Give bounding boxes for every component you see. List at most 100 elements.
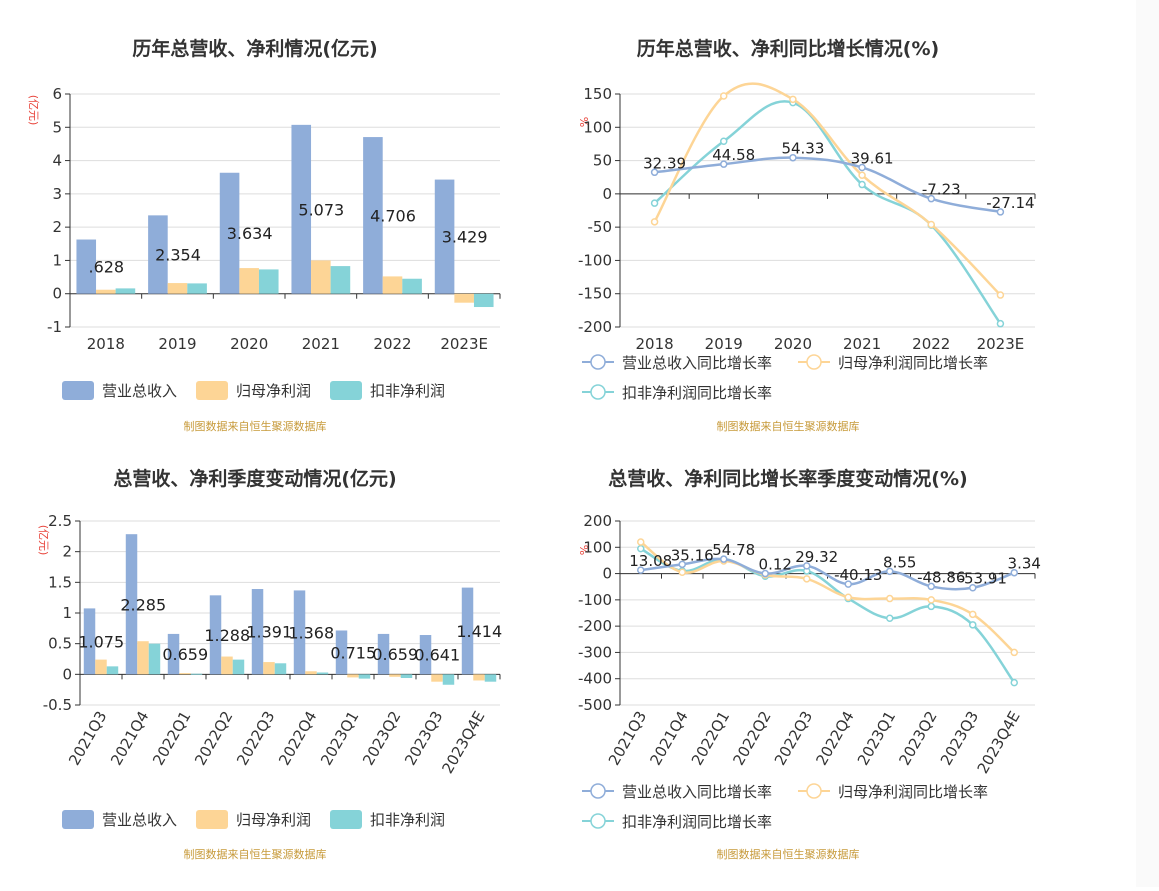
annual-line-point[interactable] xyxy=(996,319,1005,328)
annual-line-point[interactable] xyxy=(858,163,866,172)
quarter-bar-bar-parent-profit[interactable] xyxy=(263,662,275,675)
quarter-line-point[interactable] xyxy=(969,610,977,619)
quarter-line-point[interactable] xyxy=(886,567,894,576)
annual-bar-bar-deducted-profit[interactable] xyxy=(473,293,494,308)
quarter-bar-legend-label[interactable]: 归母净利润 xyxy=(236,811,311,829)
annual-line-point[interactable] xyxy=(927,194,935,203)
annual-line-point[interactable] xyxy=(720,160,728,168)
quarter-bar-bar-parent-profit[interactable] xyxy=(389,674,401,677)
annual-bar-bar-revenue[interactable] xyxy=(148,215,168,294)
quarter-line-legend-label[interactable]: 扣非净利润同比增长率 xyxy=(622,813,772,831)
quarter-line-legend-marker[interactable] xyxy=(590,813,606,829)
quarter-line-point[interactable] xyxy=(1010,568,1018,577)
quarter-bar-legend-swatch[interactable] xyxy=(62,810,94,829)
annual-line-point[interactable] xyxy=(858,180,866,189)
annual-line-point[interactable] xyxy=(650,218,659,226)
quarter-line-point[interactable] xyxy=(678,568,686,577)
quarter-bar-bar-deducted-profit[interactable] xyxy=(358,674,371,679)
annual-bar-legend-label[interactable]: 扣非净利润 xyxy=(370,382,445,400)
annual-line-point[interactable] xyxy=(996,291,1005,299)
annual-line-legend-label[interactable]: 扣非净利润同比增长率 xyxy=(622,384,772,402)
annual-bar-bar-revenue[interactable] xyxy=(363,137,383,294)
annual-bar-bar-revenue[interactable] xyxy=(291,124,312,294)
quarter-bar-legend-swatch[interactable] xyxy=(196,810,228,829)
quarter-line-point[interactable] xyxy=(886,614,894,623)
quarter-bar-bar-deducted-profit[interactable] xyxy=(106,666,119,675)
quarter-bar-bar-revenue[interactable] xyxy=(461,587,474,675)
quarter-line-point[interactable] xyxy=(844,580,852,588)
annual-bar-bar-revenue[interactable] xyxy=(434,179,455,294)
quarter-bar-bar-deducted-profit[interactable] xyxy=(400,674,413,679)
annual-bar-bar-revenue[interactable] xyxy=(219,172,240,294)
annual-line-legend-marker[interactable] xyxy=(806,354,822,370)
quarter-line-point[interactable] xyxy=(927,582,935,591)
quarter-line-line-parent-profit[interactable] xyxy=(639,541,1016,654)
quarter-bar-bar-revenue[interactable] xyxy=(125,534,138,675)
quarter-line-point[interactable] xyxy=(637,566,645,574)
annual-bar-bar-deducted-profit[interactable] xyxy=(115,288,136,294)
annual-line-point[interactable] xyxy=(720,137,728,146)
quarter-line-point[interactable] xyxy=(678,560,686,569)
annual-bar-bar-parent-profit[interactable] xyxy=(311,260,331,294)
annual-line-point[interactable] xyxy=(650,199,659,207)
quarter-bar-bar-parent-profit[interactable] xyxy=(221,656,233,675)
quarter-line-point[interactable] xyxy=(844,593,852,601)
quarter-bar-legend-label[interactable]: 营业总收入 xyxy=(102,811,177,829)
annual-bar-bar-deducted-profit[interactable] xyxy=(187,283,207,294)
quarter-bar-bar-parent-profit[interactable] xyxy=(347,674,359,678)
annual-bar-bar-revenue[interactable] xyxy=(76,239,97,294)
quarter-line-line-revenue[interactable] xyxy=(640,557,1015,591)
quarter-line-legend-marker[interactable] xyxy=(806,783,822,799)
annual-line-line-revenue[interactable] xyxy=(654,156,1001,214)
annual-bar-bar-parent-profit[interactable] xyxy=(96,289,116,294)
quarter-bar-bar-revenue[interactable] xyxy=(83,608,96,675)
annual-line-point[interactable] xyxy=(789,153,797,162)
quarter-bar-bar-revenue[interactable] xyxy=(377,633,390,675)
quarter-bar-bar-parent-profit[interactable] xyxy=(95,659,107,675)
quarter-line-point[interactable] xyxy=(761,569,769,578)
annual-bar-legend-swatch[interactable] xyxy=(62,381,94,400)
quarter-bar-bar-deducted-profit[interactable] xyxy=(442,674,455,685)
quarter-line-point[interactable] xyxy=(969,583,977,592)
quarter-line-legend-marker[interactable] xyxy=(590,783,606,799)
quarter-line-point[interactable] xyxy=(803,562,811,570)
quarter-bar-bar-revenue[interactable] xyxy=(335,630,348,675)
annual-line-point[interactable] xyxy=(789,95,797,104)
quarter-line-point[interactable] xyxy=(927,602,935,611)
quarter-line-legend-label[interactable]: 营业总收入同比增长率 xyxy=(622,783,772,801)
quarter-bar-bar-deducted-profit[interactable] xyxy=(316,672,329,675)
annual-line-point[interactable] xyxy=(996,208,1005,216)
quarter-bar-bar-revenue[interactable] xyxy=(251,589,264,675)
annual-bar-legend-swatch[interactable] xyxy=(330,381,362,400)
annual-line-legend-label[interactable]: 营业总收入同比增长率 xyxy=(622,354,772,372)
quarter-line-point[interactable] xyxy=(969,621,977,629)
quarter-bar-bar-revenue[interactable] xyxy=(293,590,306,675)
annual-bar-legend-swatch[interactable] xyxy=(196,381,228,400)
annual-bar-bar-deducted-profit[interactable] xyxy=(258,269,279,294)
quarter-bar-bar-parent-profit[interactable] xyxy=(179,673,191,675)
quarter-line-point[interactable] xyxy=(886,594,894,603)
annual-line-legend-marker[interactable] xyxy=(590,354,606,370)
quarter-line-point[interactable] xyxy=(803,575,811,583)
annual-line-point[interactable] xyxy=(858,171,866,179)
quarter-bar-legend-swatch[interactable] xyxy=(330,810,362,829)
quarter-bar-bar-revenue[interactable] xyxy=(209,595,222,675)
quarter-bar-bar-parent-profit[interactable] xyxy=(473,674,485,681)
quarter-bar-bar-parent-profit[interactable] xyxy=(305,671,317,675)
annual-bar-bar-deducted-profit[interactable] xyxy=(330,266,351,294)
annual-line-line-deducted-profit[interactable] xyxy=(653,100,1002,325)
quarter-bar-legend-label[interactable]: 扣非净利润 xyxy=(370,811,445,829)
annual-line-point[interactable] xyxy=(720,92,728,100)
quarter-line-point[interactable] xyxy=(1010,678,1018,687)
quarter-line-point[interactable] xyxy=(1010,648,1018,657)
quarter-bar-bar-deducted-profit[interactable] xyxy=(484,674,497,682)
annual-line-point[interactable] xyxy=(927,220,935,229)
quarter-bar-bar-deducted-profit[interactable] xyxy=(232,659,245,675)
annual-bar-bar-parent-profit[interactable] xyxy=(454,293,474,303)
quarter-bar-bar-deducted-profit[interactable] xyxy=(274,663,287,675)
quarter-line-point[interactable] xyxy=(927,596,935,604)
quarter-bar-bar-deducted-profit[interactable] xyxy=(148,643,161,675)
quarter-line-point[interactable] xyxy=(637,538,645,546)
quarter-line-legend-label[interactable]: 归母净利润同比增长率 xyxy=(838,783,988,801)
quarter-bar-bar-revenue[interactable] xyxy=(419,635,432,675)
